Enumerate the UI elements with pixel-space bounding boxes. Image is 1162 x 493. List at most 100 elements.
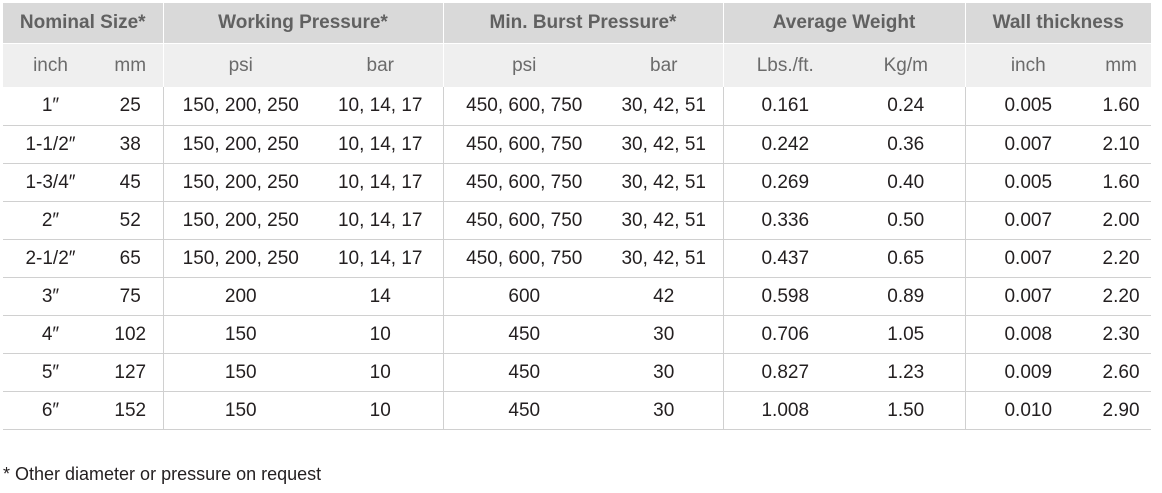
table-cell: 0.40 (847, 163, 966, 202)
table-cell: 1-1/2″ (3, 125, 98, 164)
table-cell: 10, 14, 17 (318, 87, 443, 126)
header-average-weight: Average Weight (722, 3, 966, 44)
unit-header: bar (318, 43, 443, 87)
table-cell: 0.598 (722, 277, 847, 316)
table-cell: 10, 14, 17 (318, 125, 443, 164)
table-body: 1″ 25 150, 200, 250 10, 14, 17 450, 600, 750… (3, 87, 1152, 430)
table-cell: 4″ (3, 315, 98, 354)
table-cell: 2.20 (1091, 277, 1152, 316)
footnote: * Other diameter or pressure on request (3, 464, 322, 484)
table-cell: 1-3/4″ (3, 163, 98, 202)
table-cell: 10 (318, 353, 443, 392)
table-cell: 150 (162, 391, 318, 430)
table-cell: 150 (162, 315, 318, 354)
table-cell: 102 (98, 315, 163, 354)
table-cell: 0.161 (722, 87, 847, 126)
table-cell: 6″ (3, 391, 98, 430)
table-cell: 2.00 (1091, 201, 1152, 240)
table-cell: 2″ (3, 201, 98, 240)
table-cell: 30, 42, 51 (605, 125, 723, 164)
table-cell: 10, 14, 17 (318, 201, 443, 240)
table-cell: 450, 600, 750 (442, 163, 605, 202)
unit-header: Lbs./ft. (722, 43, 847, 87)
table-row: 3″ 75 200 14 600 42 0.598 0.89 0.007 2.20 (3, 277, 1152, 316)
table-cell: 0.009 (964, 353, 1092, 392)
table-cell: 0.437 (722, 239, 847, 278)
table-cell: 75 (98, 277, 163, 316)
table-cell: 30, 42, 51 (605, 163, 723, 202)
table-cell: 0.89 (847, 277, 966, 316)
table-cell: 0.242 (722, 125, 847, 164)
table-cell: 1.008 (722, 391, 847, 430)
table-cell: 150, 200, 250 (162, 163, 318, 202)
table-cell: 0.827 (722, 353, 847, 392)
table-row: 1″ 25 150, 200, 250 10, 14, 17 450, 600, 750… (3, 87, 1152, 126)
table-cell: 0.005 (964, 163, 1092, 202)
table-cell: 152 (98, 391, 163, 430)
table-cell: 0.007 (964, 277, 1092, 316)
table-cell: 25 (98, 87, 163, 126)
table-cell: 600 (442, 277, 605, 316)
table-cell: 150, 200, 250 (162, 239, 318, 278)
table-cell: 65 (98, 239, 163, 278)
table-cell: 450, 600, 750 (442, 87, 605, 126)
table-cell: 30, 42, 51 (605, 201, 723, 240)
table-cell: 150, 200, 250 (162, 125, 318, 164)
header-working-pressure: Working Pressure* (162, 3, 443, 44)
table-cell: 0.010 (964, 391, 1092, 430)
table-cell: 2.60 (1091, 353, 1152, 392)
table-cell: 450 (442, 315, 605, 354)
table-cell: 127 (98, 353, 163, 392)
table-cell: 30, 42, 51 (605, 87, 723, 126)
table-cell: 38 (98, 125, 163, 164)
table-cell: 30 (605, 353, 723, 392)
table-cell: 42 (605, 277, 723, 316)
table-cell: 450 (442, 391, 605, 430)
table-cell: 2.90 (1091, 391, 1152, 430)
unit-header: mm (98, 43, 163, 87)
table-cell: 1.05 (847, 315, 966, 354)
table-cell: 0.005 (964, 87, 1092, 126)
table-cell: 450, 600, 750 (442, 125, 605, 164)
table-cell: 0.007 (964, 125, 1092, 164)
table-cell: 14 (318, 277, 443, 316)
table-cell: 0.008 (964, 315, 1092, 354)
header-wall-thickness: Wall thickness (964, 3, 1152, 44)
unit-header: bar (605, 43, 723, 87)
table-cell: 45 (98, 163, 163, 202)
table-cell: 0.24 (847, 87, 966, 126)
table-cell: 3″ (3, 277, 98, 316)
table-cell: 10, 14, 17 (318, 163, 443, 202)
table-cell: 0.007 (964, 201, 1092, 240)
unit-header: Kg/m (847, 43, 966, 87)
table-cell: 1.60 (1091, 163, 1152, 202)
unit-header: psi (442, 43, 605, 87)
table-cell: 150, 200, 250 (162, 87, 318, 126)
table-cell: 2.30 (1091, 315, 1152, 354)
table-row: 1-3/4″ 45 150, 200, 250 10, 14, 17 450, 600,… (3, 163, 1152, 202)
unit-header: inch (3, 43, 98, 87)
table-cell: 2.20 (1091, 239, 1152, 278)
table-row: 1-1/2″ 38 150, 200, 250 10, 14, 17 450, 600,… (3, 125, 1152, 164)
table-cell: 1.23 (847, 353, 966, 392)
unit-header-row: inch mm psi bar psi bar Lbs./ft. Kg/m in… (3, 43, 1152, 87)
table-row: 2-1/2″ 65 150, 200, 250 10, 14, 17 450, 600,… (3, 239, 1152, 278)
table-cell: 10 (318, 391, 443, 430)
unit-header: mm (1091, 43, 1152, 87)
table-cell: 0.007 (964, 239, 1092, 278)
header-min-burst-pressure: Min. Burst Pressure* (442, 3, 723, 44)
table-row: 6″ 152 150 10 450 30 1.008 1.50 0.010 2.90 (3, 391, 1152, 430)
table-cell: 0.36 (847, 125, 966, 164)
hose-specification-table: Nominal Size* Working Pressure* Min. Bur… (3, 3, 1152, 430)
unit-header: inch (964, 43, 1092, 87)
table-cell: 2.10 (1091, 125, 1152, 164)
table-cell: 0.336 (722, 201, 847, 240)
header-nominal-size: Nominal Size* (3, 3, 163, 44)
table-cell: 30, 42, 51 (605, 239, 723, 278)
table-cell: 1″ (3, 87, 98, 126)
table-row: 4″ 102 150 10 450 30 0.706 1.05 0.008 2.30 (3, 315, 1152, 354)
table-cell: 0.706 (722, 315, 847, 354)
table-cell: 0.269 (722, 163, 847, 202)
table-cell: 0.50 (847, 201, 966, 240)
